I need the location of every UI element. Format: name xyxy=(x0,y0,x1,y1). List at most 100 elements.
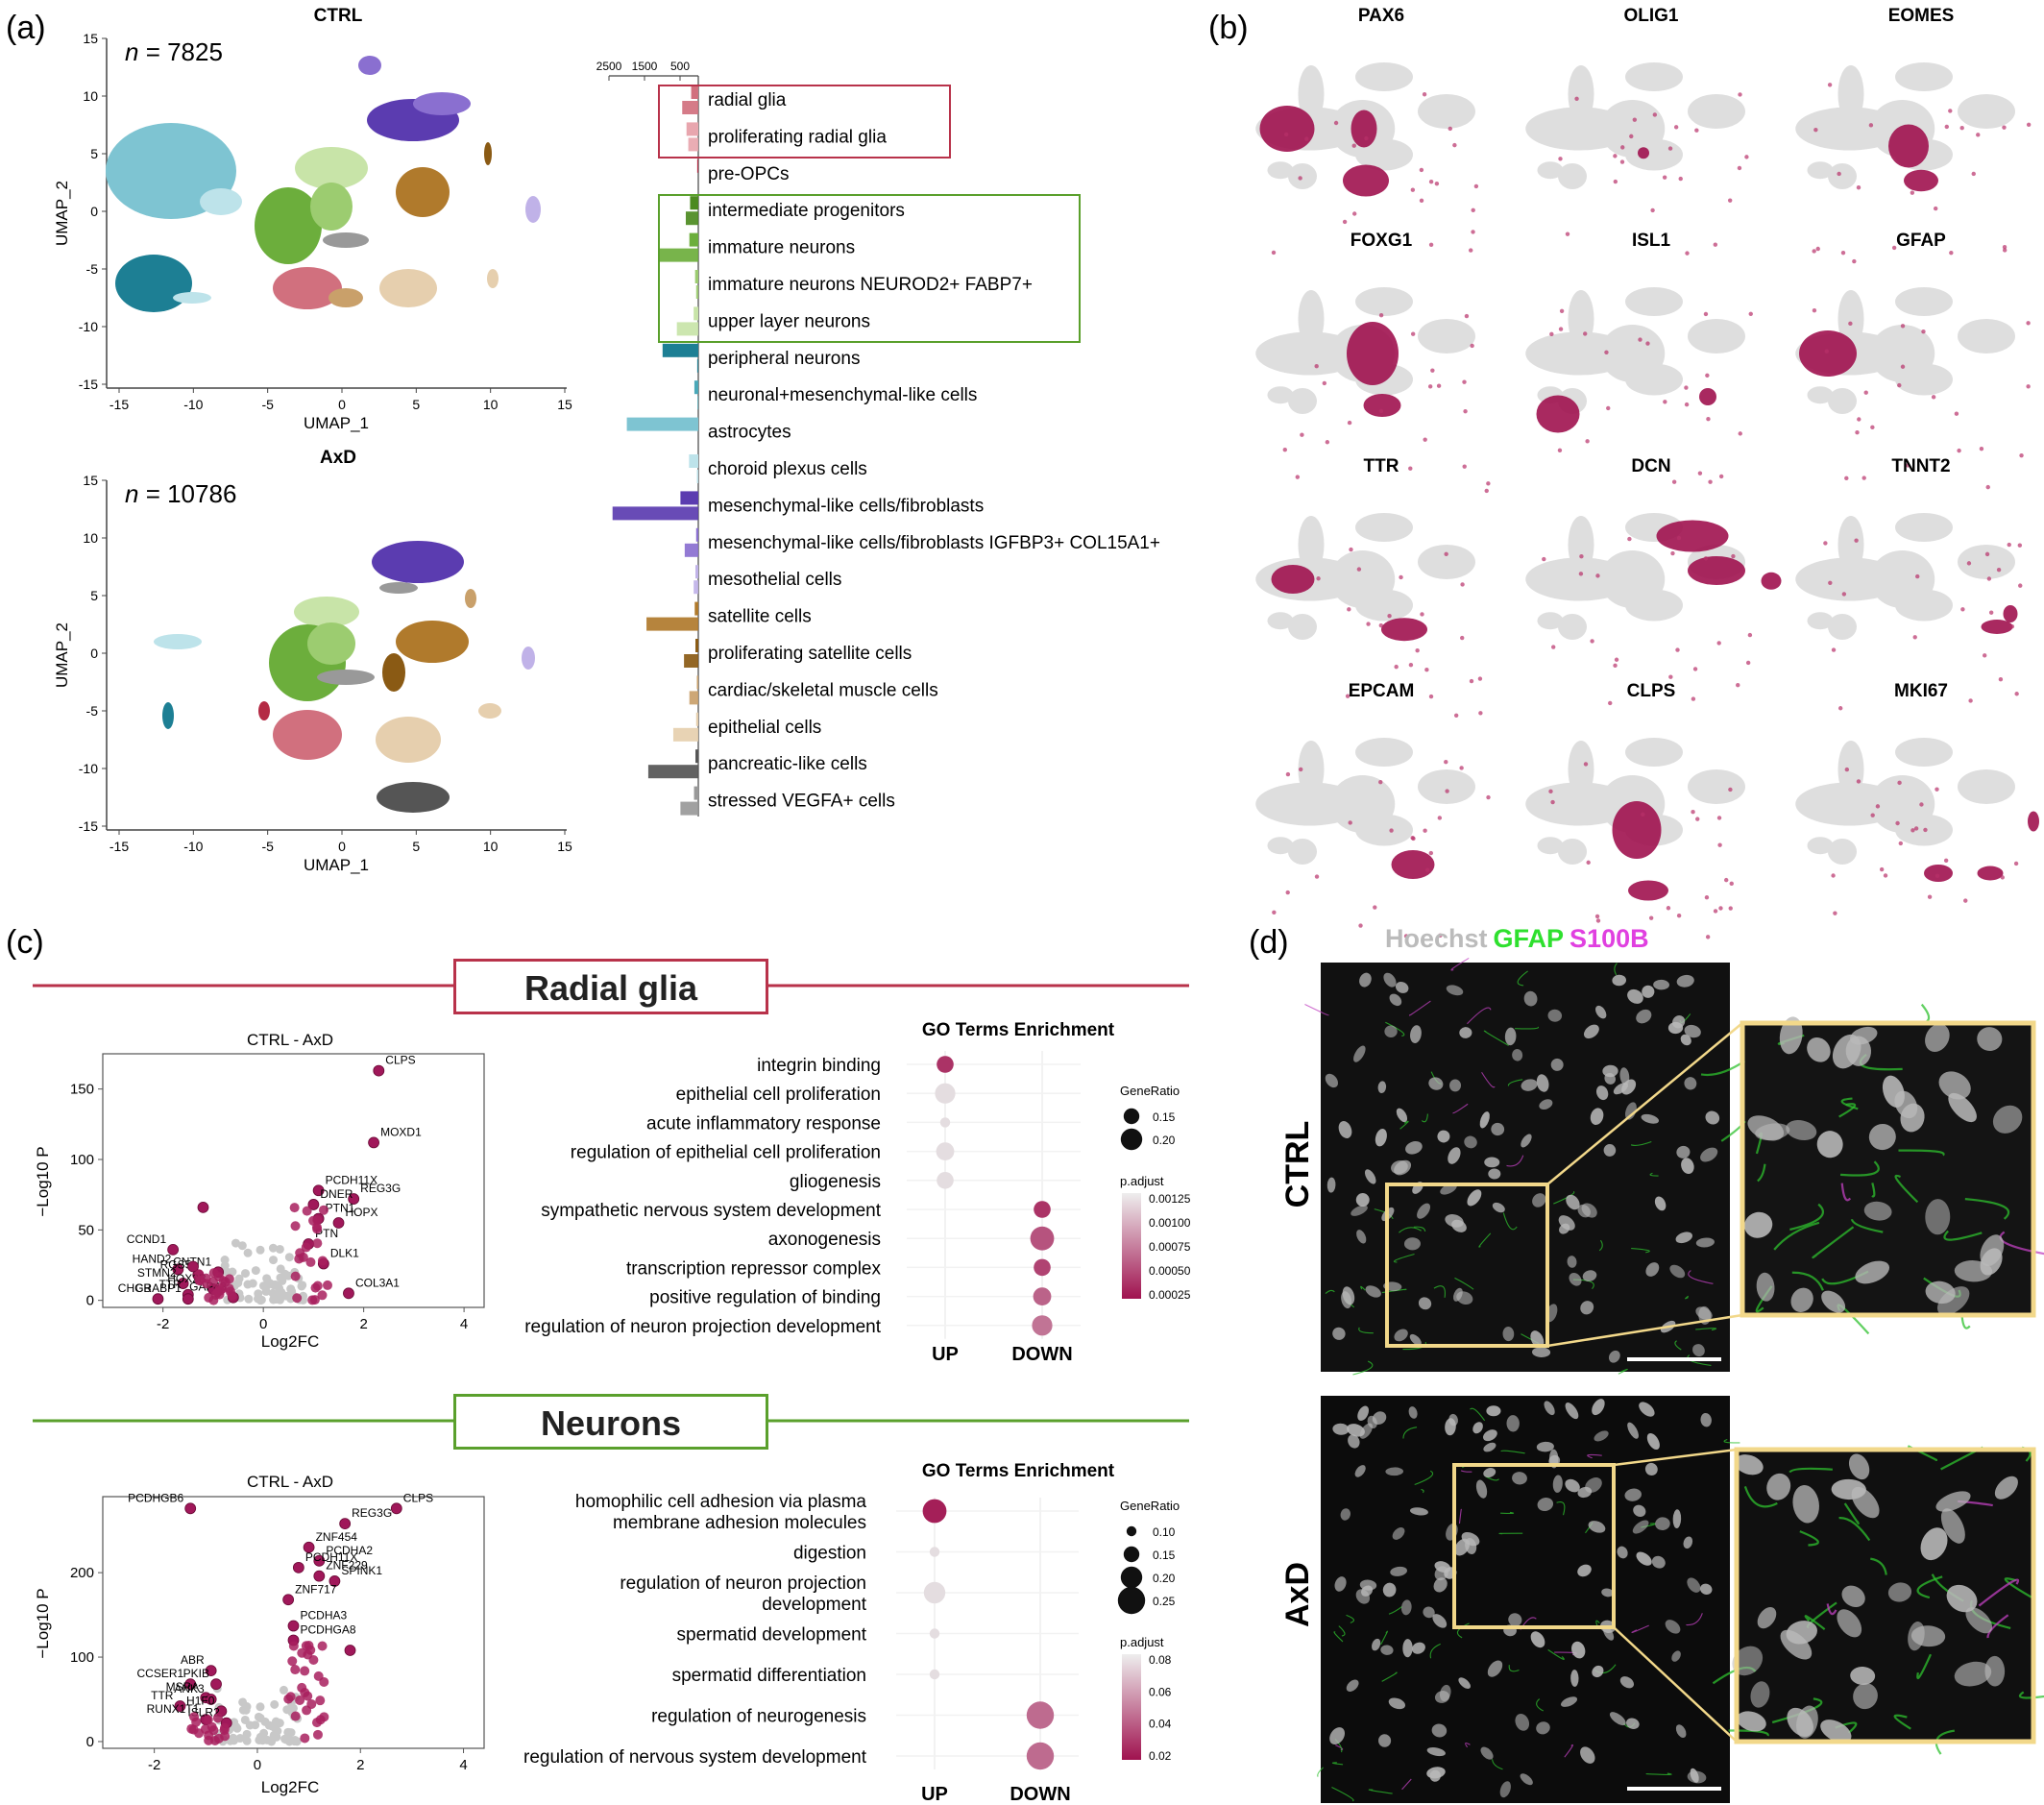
nucleus xyxy=(1405,1141,1423,1155)
expression-dot xyxy=(1614,657,1619,662)
celltype-label: immature neurons NEUROD2+ FABP7+ xyxy=(708,275,1033,295)
nucleus xyxy=(1645,1262,1660,1277)
volcano-sig-point xyxy=(313,1671,324,1681)
go-legend-color-label: 0.00075 xyxy=(1149,1240,1191,1254)
expression-dot xyxy=(1378,622,1384,628)
nucleus xyxy=(1613,1083,1628,1095)
expression-dot xyxy=(1565,232,1570,236)
cell-fiber xyxy=(1517,970,1528,987)
umap-xtick-label: 15 xyxy=(557,397,572,412)
expression-dot xyxy=(1473,183,1479,189)
go-legend-size-label: 0.15 xyxy=(1153,1110,1176,1124)
volcano-sig-point xyxy=(210,1289,221,1300)
volcano-sig-point xyxy=(348,1193,360,1205)
umap-cluster-shape xyxy=(1355,814,1413,846)
umap-cluster-shape xyxy=(1895,589,1953,622)
volcano-nonsig-point xyxy=(248,1279,257,1288)
celltype-label: proliferating radial glia xyxy=(708,127,887,147)
volcano-point-label: DLK1 xyxy=(330,1247,359,1260)
umap-ytick-label: -15 xyxy=(79,818,98,834)
volcano-sig-point xyxy=(328,1575,341,1587)
expression-dot xyxy=(1574,96,1579,101)
go-dot xyxy=(937,1172,954,1189)
expression-dot xyxy=(1913,826,1919,831)
volcano-nonsig-point xyxy=(256,1296,265,1305)
bar-axd xyxy=(676,322,698,336)
nucleus xyxy=(1377,1081,1387,1094)
volcano-sig-point xyxy=(167,1243,180,1256)
expression-dot xyxy=(1424,867,1430,872)
umap-ytick-label: -5 xyxy=(86,261,99,277)
nucleus xyxy=(1448,1147,1461,1164)
expression-dot xyxy=(1870,813,1875,817)
celltype-label: immature neurons xyxy=(708,238,855,258)
nucleus xyxy=(1910,1625,1946,1647)
nucleus xyxy=(1669,1264,1686,1279)
go-dot xyxy=(936,1142,955,1160)
cell-fiber xyxy=(1826,1603,1837,1616)
nucleus xyxy=(1592,1665,1604,1678)
nucleus xyxy=(1506,1415,1520,1432)
cell-fiber xyxy=(1352,1360,1374,1376)
nucleus xyxy=(1429,1769,1441,1782)
nucleus xyxy=(1580,1746,1595,1764)
nucleus xyxy=(1483,1468,1496,1478)
volcano-xtick-label: -2 xyxy=(148,1757,160,1773)
nucleus xyxy=(1566,1194,1580,1210)
bar-ctrl xyxy=(696,675,698,690)
umap-cluster-shape xyxy=(1355,738,1413,767)
umap-ytick-label: -5 xyxy=(86,703,99,719)
feature-plot-title: PAX6 xyxy=(1358,6,1404,26)
volcano-nonsig-point xyxy=(276,1264,285,1274)
go-dot xyxy=(929,1547,940,1557)
volcano-sig-point xyxy=(182,1293,194,1305)
umap-cluster-shape xyxy=(1837,741,1864,798)
stain-legend: Hoechst GFAP S100B xyxy=(1385,924,1649,953)
expression-dot xyxy=(1438,933,1443,938)
nucleus xyxy=(1417,1203,1431,1219)
nucleus xyxy=(1459,1027,1472,1038)
expression-dot xyxy=(1692,667,1698,671)
cell-fiber xyxy=(1934,1729,1956,1755)
volcano-sig-point xyxy=(152,1293,164,1305)
volcano-point-label: DNER xyxy=(320,1187,353,1201)
umap-ytick-label: 5 xyxy=(90,588,98,603)
cell-fiber xyxy=(1870,1557,1887,1575)
go-legend-color-label: 0.00100 xyxy=(1149,1216,1191,1230)
umap-cluster-shape xyxy=(1288,388,1317,414)
volcano-ytick-label: 100 xyxy=(70,1649,94,1666)
expression-dot xyxy=(1954,411,1959,416)
bar-ctrl xyxy=(680,491,698,505)
nucleus xyxy=(1409,1507,1428,1516)
volcano-point-label: ZNF717 xyxy=(295,1582,337,1596)
go-term-label: regulation of neurogenesis xyxy=(651,1707,866,1727)
expression-dot xyxy=(1923,827,1928,833)
expression-dot xyxy=(1486,481,1491,486)
nucleus xyxy=(1394,1329,1408,1342)
nucleus xyxy=(1577,1564,1592,1577)
nucleus xyxy=(1590,1108,1604,1126)
expression-dot xyxy=(1704,895,1710,900)
expression-dot xyxy=(1724,877,1729,883)
nucleus xyxy=(1757,1607,1777,1629)
bar-axd xyxy=(659,248,698,262)
expression-hotspot xyxy=(1343,164,1389,197)
bar-axd xyxy=(672,727,698,742)
nucleus xyxy=(1432,1614,1448,1628)
header-radial-glia: Radial glia xyxy=(453,959,768,1014)
cell-fiber xyxy=(1536,1698,1544,1712)
umap-cluster-shape xyxy=(1958,319,2015,354)
nucleus xyxy=(1624,1102,1637,1120)
feature-plot-olig1: OLIG1 xyxy=(1525,6,1749,256)
expression-dot xyxy=(1957,448,1961,453)
nucleus xyxy=(1863,1201,1892,1221)
umap-axd-ylabel: UMAP_2 xyxy=(53,622,71,688)
nucleus xyxy=(1499,1781,1511,1798)
nucleus xyxy=(1853,1683,1878,1710)
expression-dot xyxy=(1862,476,1866,480)
nucleus xyxy=(1464,1135,1477,1149)
bar-ctrl xyxy=(696,159,698,173)
expression-dot xyxy=(1551,645,1556,649)
expression-dot xyxy=(1271,250,1277,256)
nucleus xyxy=(1734,1454,1764,1476)
